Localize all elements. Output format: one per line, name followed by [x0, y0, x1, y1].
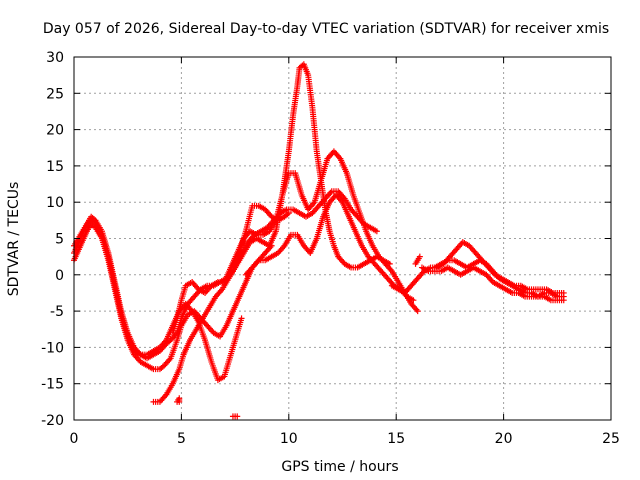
- series-track-7: [242, 191, 417, 304]
- y-tick-label: -20: [41, 413, 64, 429]
- x-tick-label: 10: [280, 431, 298, 447]
- x-tick-label: 0: [70, 431, 79, 447]
- ticks-layer: [73, 56, 612, 421]
- data-point: [238, 315, 245, 322]
- chart-title: Day 057 of 2026, Sidereal Day-to-day VTE…: [43, 21, 609, 37]
- data-point: [414, 308, 421, 315]
- y-tick-label: 30: [46, 50, 64, 66]
- labels-layer: 0 5 10 15 20 25 -20 -15 -10 -5 0 5 10 15 20 25 30: [41, 50, 620, 447]
- series-fragments: [174, 253, 423, 420]
- x-tick-label: 15: [387, 431, 405, 447]
- y-tick-label: -15: [41, 377, 64, 393]
- y-tick-label: 10: [46, 195, 64, 211]
- data-point: [373, 228, 380, 235]
- y-tick-label: 5: [55, 232, 64, 248]
- y-tick-label: 0: [55, 268, 64, 284]
- x-tick-label: 5: [177, 431, 186, 447]
- data-point: [386, 260, 393, 267]
- x-tick-label: 20: [495, 431, 513, 447]
- data-point: [410, 297, 417, 304]
- y-tick-label: 15: [46, 159, 64, 175]
- data-point: [176, 398, 183, 405]
- y-axis-label: SDTVAR / TECUs: [6, 182, 22, 297]
- y-tick-label: 20: [46, 123, 64, 139]
- y-tick-label: 25: [46, 86, 64, 102]
- data-point: [234, 413, 241, 420]
- series-track-10: [431, 257, 567, 300]
- data-point: [560, 293, 567, 300]
- y-tick-label: -5: [50, 304, 64, 320]
- y-tick-label: -10: [41, 340, 64, 356]
- x-axis-label: GPS time / hours: [281, 459, 398, 475]
- data-point: [416, 253, 423, 260]
- x-tick-label: 25: [602, 431, 620, 447]
- data-layer: [71, 61, 567, 420]
